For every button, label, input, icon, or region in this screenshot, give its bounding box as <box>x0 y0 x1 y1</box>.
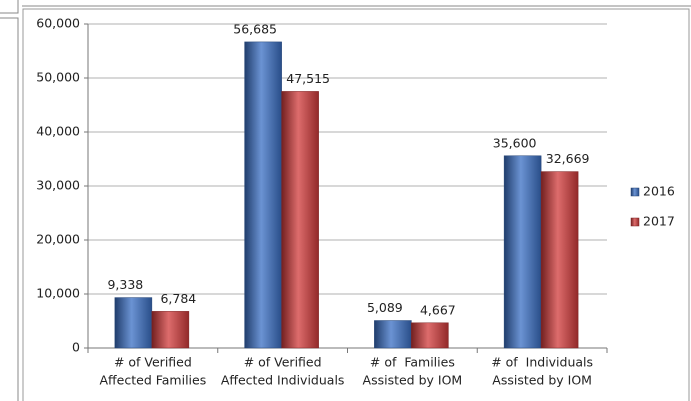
value-label: 6,784 <box>160 291 196 306</box>
x-tick-label: # of Families <box>370 355 455 370</box>
side-panel <box>0 17 19 401</box>
y-tick-label: 20,000 <box>36 232 80 247</box>
x-tick-label: Affected Individuals <box>221 373 345 388</box>
value-label: 5,089 <box>367 300 403 315</box>
bar <box>281 91 319 349</box>
legend-swatch <box>630 217 640 227</box>
value-label: 35,600 <box>493 135 537 150</box>
value-label: 4,667 <box>420 302 456 317</box>
bar <box>151 311 190 349</box>
bar <box>540 171 579 349</box>
side-panel <box>0 0 19 14</box>
legend-label: 2017 <box>643 214 675 229</box>
bar <box>114 297 153 349</box>
y-tick-label: 0 <box>72 340 80 355</box>
bar <box>374 320 412 349</box>
y-tick-label: 30,000 <box>36 178 80 193</box>
value-label: 32,669 <box>546 151 590 166</box>
value-label: 47,515 <box>286 71 330 86</box>
chart-frame <box>22 8 690 401</box>
y-tick-label: 10,000 <box>36 286 80 301</box>
value-label: 9,338 <box>107 277 143 292</box>
y-tick-label: 60,000 <box>36 16 80 31</box>
x-tick-label: Assisted by IOM <box>363 373 463 388</box>
legend-swatch <box>630 187 640 197</box>
x-tick-label: # of Individuals <box>491 355 593 370</box>
x-tick-label: Affected Families <box>100 373 207 388</box>
value-label: 56,685 <box>233 21 277 36</box>
bar <box>411 322 449 349</box>
bar <box>244 41 282 349</box>
x-tick-label: Assisted by IOM <box>492 373 592 388</box>
y-tick-label: 50,000 <box>36 70 80 85</box>
legend-label: 2016 <box>643 184 675 199</box>
x-tick-label: # of Verified <box>114 355 192 370</box>
x-tick-label: # of Verified <box>244 355 322 370</box>
bar <box>503 155 542 349</box>
y-tick-label: 40,000 <box>36 124 80 139</box>
